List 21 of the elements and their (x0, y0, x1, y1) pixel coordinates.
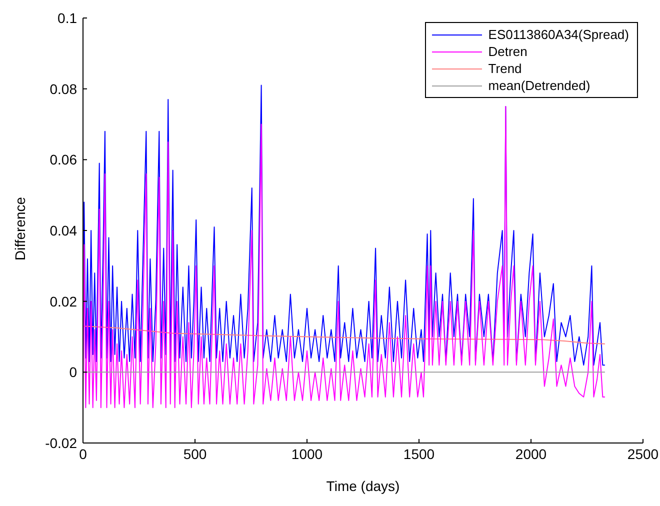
line-series (83, 326, 606, 344)
legend-label: ES0113860A34(Spread) (488, 26, 629, 43)
y-tick-label: 0.02 (50, 293, 78, 310)
x-tick-label: 500 (183, 446, 207, 462)
x-tick-label: 1000 (291, 446, 323, 462)
y-tick-label: -0.02 (45, 434, 78, 451)
legend-label: Detren (488, 43, 528, 60)
y-axis-title: Difference (12, 196, 28, 260)
x-tick-label: 2000 (515, 446, 547, 462)
y-tick-label: 0.04 (50, 222, 78, 238)
y-tick-label: 0.06 (50, 152, 78, 168)
x-tick-label: 0 (79, 446, 88, 462)
legend-label: Trend (488, 60, 522, 77)
y-tick-label: 0 (69, 364, 78, 380)
y-tick-label: 0.08 (50, 80, 78, 97)
x-tick-label: 2500 (627, 446, 659, 462)
y-tick-label: 0.1 (58, 10, 78, 26)
line-series (83, 106, 606, 408)
x-tick-label: 1500 (403, 446, 435, 462)
legend-label: mean(Detrended) (488, 77, 590, 94)
x-axis-title: Time (days) (326, 478, 400, 494)
